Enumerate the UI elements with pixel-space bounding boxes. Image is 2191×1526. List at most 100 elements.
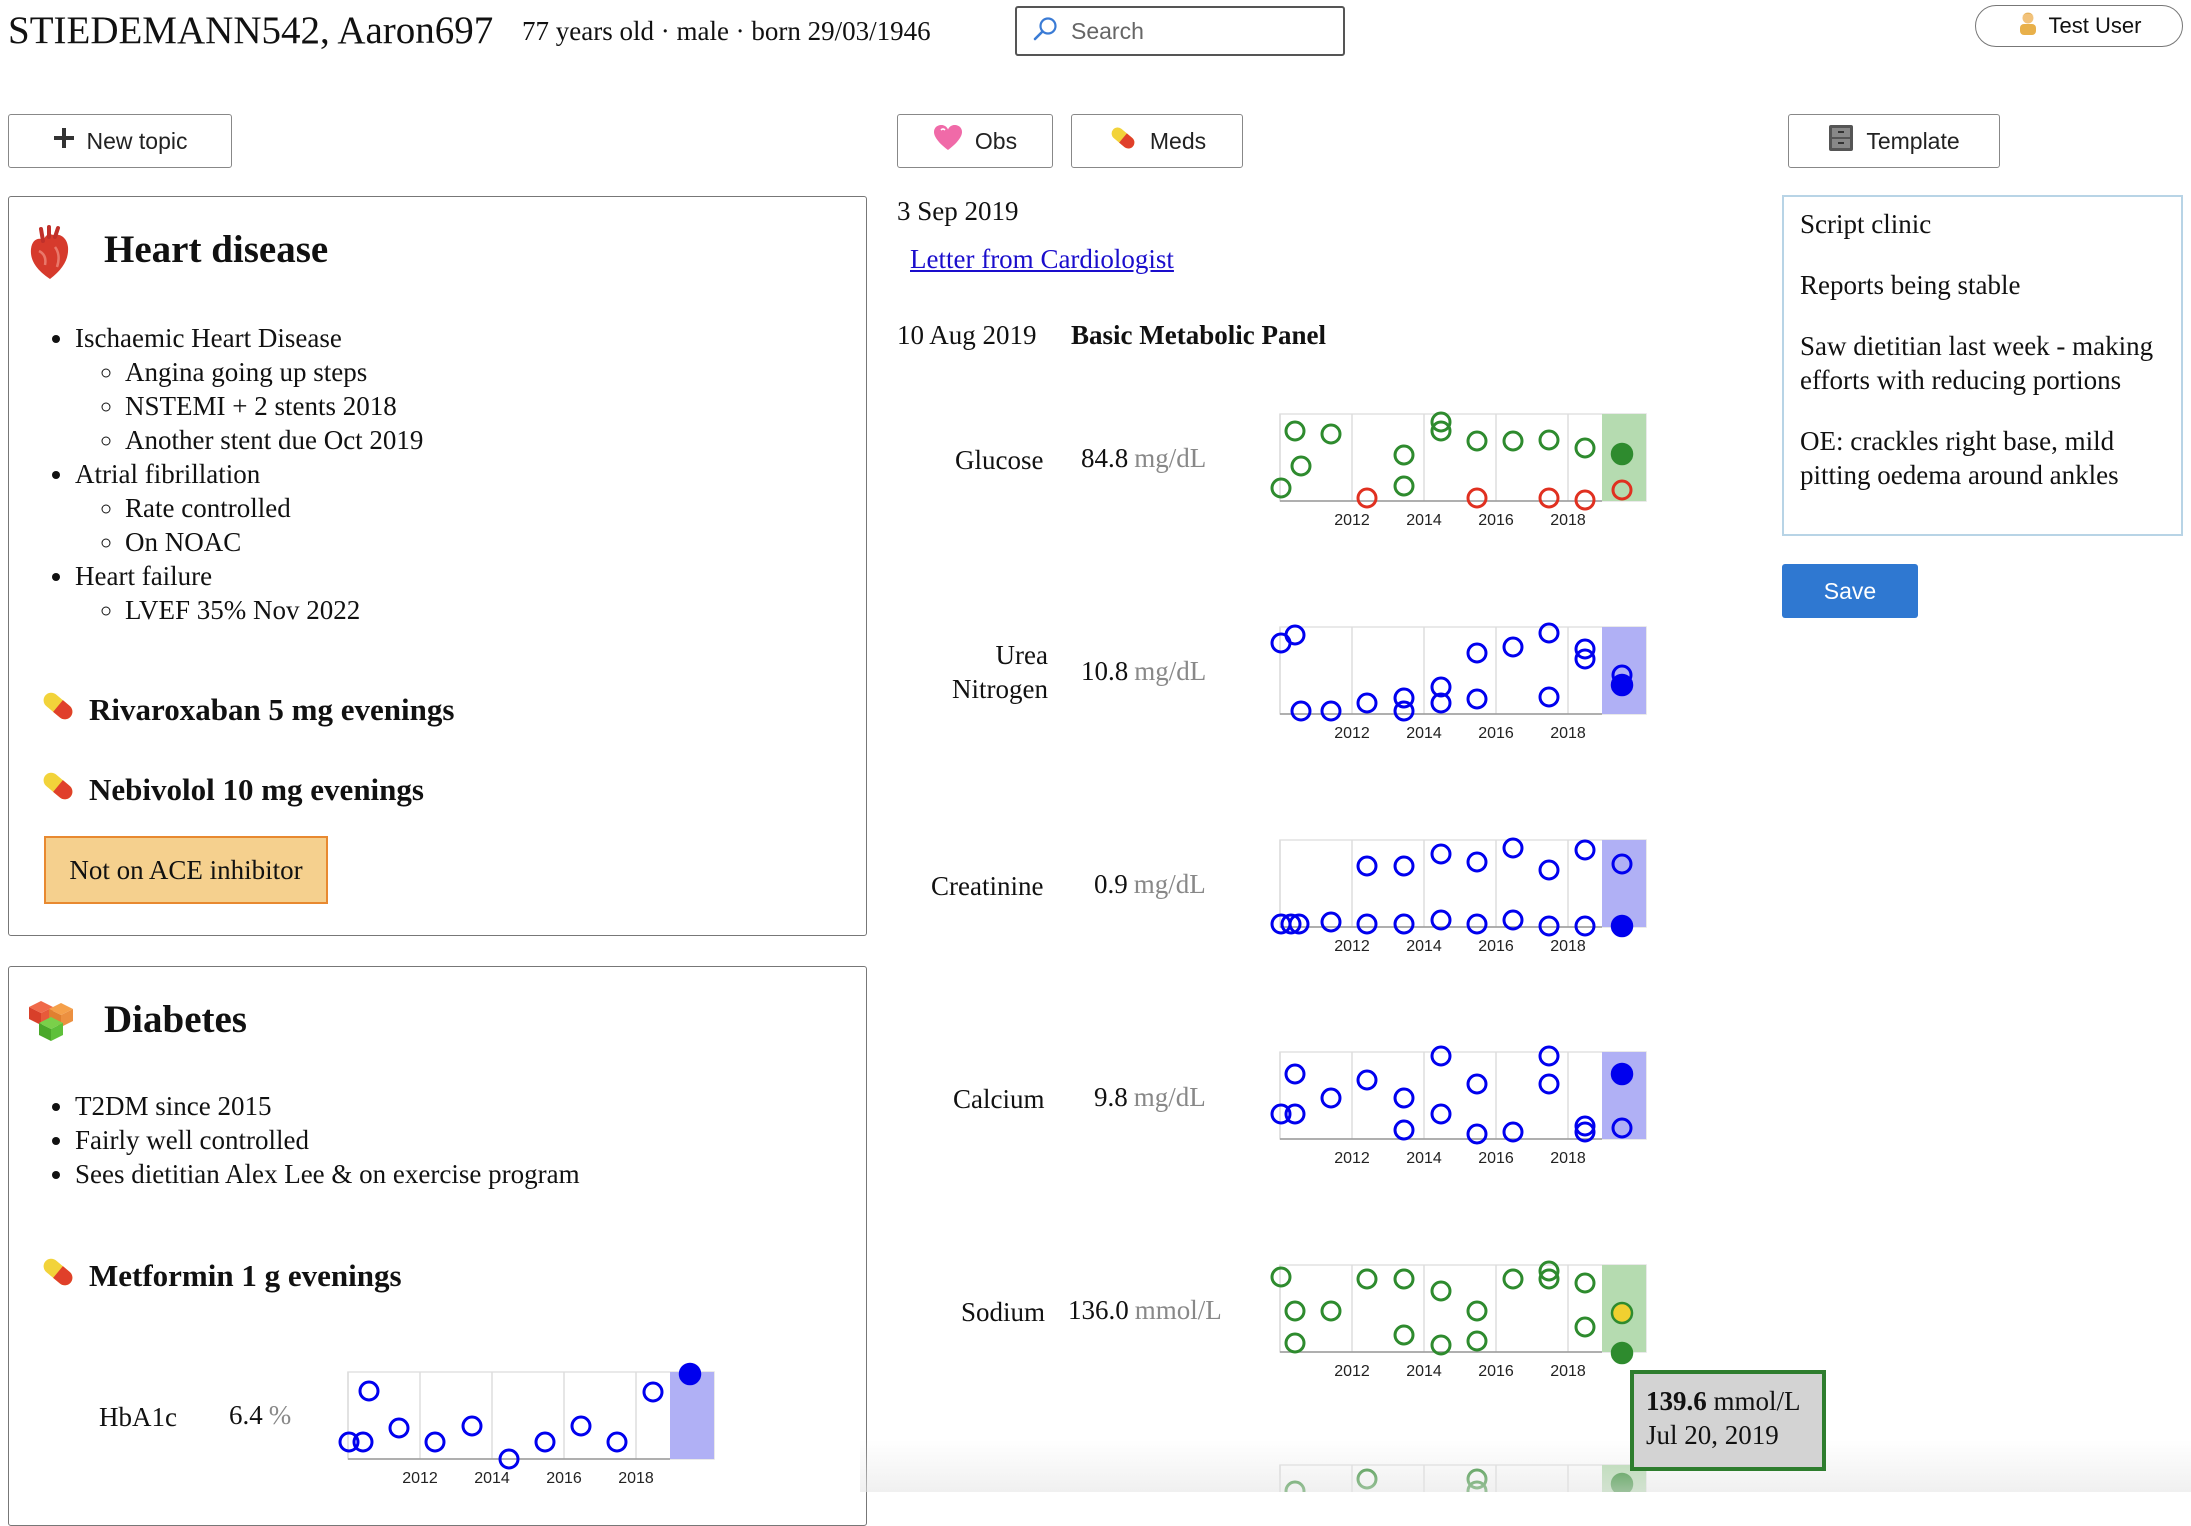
- heart-icon: [933, 124, 963, 158]
- urea-chart[interactable]: 2012 2014 2016 2018: [1270, 622, 1647, 742]
- patient-name: STIEDEMANN542, Aaron697: [8, 9, 494, 52]
- data-point: [1466, 642, 1488, 664]
- lab-name: Urea Nitrogen: [952, 640, 1048, 704]
- medication-item[interactable]: Rivaroxaban 5 mg evenings: [39, 687, 454, 733]
- list-item: NSTEMI + 2 stents 2018: [125, 389, 423, 423]
- year-tick-label: 2014: [1406, 938, 1442, 955]
- obs-label: Obs: [974, 127, 1018, 154]
- note-line: Reports being stable: [1800, 270, 2021, 300]
- note-line: Saw dietitian last week - making efforts…: [1800, 331, 2154, 395]
- lab-value: 6.4%: [229, 1400, 292, 1430]
- data-point: [1574, 648, 1596, 670]
- data-point: [1393, 1119, 1415, 1141]
- year-tick-label: 2012: [1334, 725, 1370, 742]
- new-topic-label: New topic: [86, 127, 188, 154]
- medication-item[interactable]: Nebivolol 10 mg evenings: [39, 767, 424, 813]
- year-tick-label: 2014: [1406, 512, 1442, 529]
- year-tick-label: 2012: [402, 1470, 438, 1487]
- tooltip-unit: mmol/L: [1713, 1386, 1801, 1416]
- medication-label: Rivaroxaban 5 mg evenings: [89, 692, 455, 727]
- problem-label: Atrial fibrillation: [75, 459, 261, 489]
- data-point: [1574, 1121, 1596, 1143]
- lab-name: Calcium: [953, 1084, 1045, 1114]
- save-button[interactable]: Save: [1782, 564, 1918, 618]
- data-point: [1393, 1268, 1415, 1290]
- data-point: [1320, 700, 1342, 722]
- data-point: [1502, 1121, 1524, 1143]
- data-point: [1538, 1045, 1560, 1067]
- latest-data-point: [1610, 673, 1634, 697]
- creatinine-chart[interactable]: 2012 2014 2016 2018: [1270, 837, 1647, 955]
- year-tick-label: 2018: [618, 1470, 654, 1487]
- list-item: On NOAC: [125, 525, 423, 559]
- data-point: [1430, 1334, 1452, 1356]
- latest-data-point: [1610, 1062, 1634, 1086]
- medication-item[interactable]: Metformin 1 g evenings: [39, 1253, 402, 1299]
- recent-value-band: [1602, 840, 1646, 927]
- year-tick-label: 2016: [1478, 725, 1514, 742]
- user-name: Test User: [2048, 13, 2142, 38]
- topic-title: Diabetes: [104, 998, 247, 1041]
- data-point: [1280, 913, 1302, 935]
- data-point: [1288, 913, 1310, 935]
- data-point: [1356, 487, 1378, 509]
- data-point: [1284, 1103, 1306, 1125]
- data-point: [1430, 420, 1452, 442]
- data-point: [338, 1431, 360, 1453]
- data-point: [1574, 638, 1596, 660]
- year-tick-label: 2018: [1550, 1150, 1586, 1167]
- data-point: [352, 1431, 374, 1453]
- latest-data-point: [1610, 1472, 1634, 1492]
- search-box[interactable]: [1015, 6, 1345, 56]
- user-menu-button[interactable]: Test User: [1975, 5, 2183, 47]
- template-button[interactable]: Template: [1788, 114, 2000, 168]
- tooltip-value: 139.6: [1646, 1386, 1707, 1416]
- data-point: [1611, 479, 1633, 501]
- data-point: [358, 1380, 380, 1402]
- data-point: [1393, 700, 1415, 722]
- data-point: [1393, 913, 1415, 935]
- lab-value: 0.9 mg/dL: [1094, 869, 1206, 899]
- latest-data-point: [678, 1362, 702, 1386]
- data-point: [1430, 1103, 1452, 1125]
- glucose-chart[interactable]: 2012 2014 2016 2018: [1270, 411, 1647, 529]
- cardiology-letter-link[interactable]: Letter from Cardiologist: [910, 244, 1174, 274]
- data-point: [1538, 1260, 1560, 1282]
- data-point: [1574, 915, 1596, 937]
- search-input[interactable]: [1069, 16, 1333, 46]
- data-point: [1574, 839, 1596, 861]
- data-point: [1466, 1073, 1488, 1095]
- lab-value: 9.8 mg/dL: [1094, 1082, 1206, 1112]
- sodium-chart[interactable]: 2012 2014 2016 2018: [1270, 1260, 1647, 1380]
- data-point: [1611, 853, 1633, 875]
- consultation-notes[interactable]: Script clinic Reports being stable Saw d…: [1782, 195, 2183, 536]
- year-tick-label: 2016: [1478, 512, 1514, 529]
- data-point: [1466, 430, 1488, 452]
- list-item: Heart failure LVEF 35% Nov 2022: [75, 559, 423, 627]
- anatomical-heart-icon: [27, 225, 73, 286]
- chart-frame: [347, 1371, 715, 1460]
- data-point: [1320, 1300, 1342, 1322]
- data-point: [1538, 429, 1560, 451]
- data-point: [1290, 700, 1312, 722]
- recent-value-band: [670, 1372, 714, 1459]
- calcium-chart[interactable]: 2012 2014 2016 2018: [1270, 1045, 1647, 1167]
- data-point: [1502, 909, 1524, 931]
- meds-label: Meds: [1149, 127, 1207, 154]
- year-tick-label: 2014: [474, 1470, 510, 1487]
- list-item: Another stent due Oct 2019: [125, 423, 423, 457]
- data-point: [1466, 851, 1488, 873]
- new-topic-button[interactable]: New topic: [8, 114, 232, 168]
- data-point: [1393, 1324, 1415, 1346]
- obs-button[interactable]: Obs: [897, 114, 1053, 168]
- meds-button[interactable]: Meds: [1071, 114, 1243, 168]
- data-point: [1320, 423, 1342, 445]
- data-point: [461, 1415, 483, 1437]
- medication-label: Nebivolol 10 mg evenings: [89, 772, 424, 807]
- data-point: [1393, 475, 1415, 497]
- template-label: Template: [1866, 127, 1960, 154]
- latest-data-point: [1610, 442, 1634, 466]
- hba1c-chart[interactable]: 2012 2014 2016 2018: [338, 1362, 715, 1487]
- topic-card-diabetes: Diabetes T2DM since 2015 Fairly well con…: [8, 966, 867, 1526]
